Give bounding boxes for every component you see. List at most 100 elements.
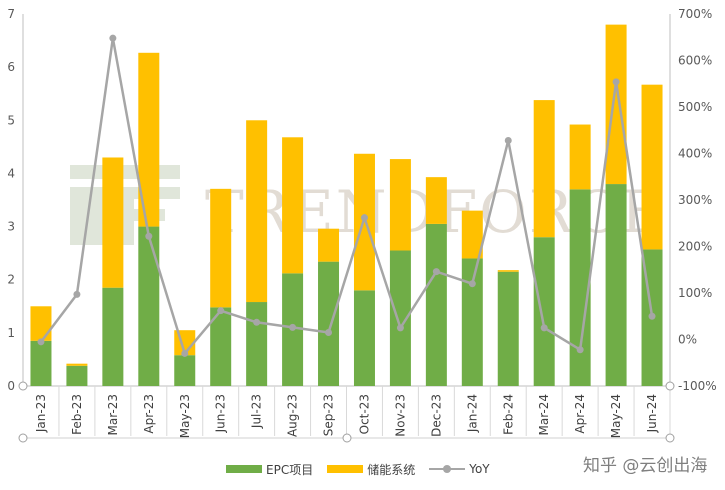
yoy-point (576, 346, 584, 354)
bar-storage (425, 177, 447, 224)
x-tick-label: Apr-23 (142, 394, 156, 434)
bar-epc (66, 365, 88, 386)
yoy-point (540, 324, 548, 332)
yoy-point (253, 318, 261, 326)
bar-epc (174, 355, 196, 386)
y-left-tick-label: 0 (7, 379, 15, 393)
y-left-tick-label: 4 (7, 166, 15, 180)
yoy-line (39, 37, 654, 357)
x-tick-label: Mar-23 (106, 394, 120, 435)
legend-swatch-epc (226, 465, 262, 473)
legend-label-yoy: YoY (469, 462, 490, 476)
bar-storage (138, 52, 160, 227)
x-tick-label: Feb-23 (70, 394, 84, 435)
frame-handle (342, 433, 352, 443)
y-left-tick-label: 1 (7, 326, 15, 340)
legend-label-epc: EPC项目 (266, 462, 314, 477)
frame-handle (665, 433, 675, 443)
bar-epc (461, 258, 483, 386)
bar-storage (461, 210, 483, 259)
bar-storage (497, 270, 519, 272)
bar-storage (246, 120, 268, 303)
yoy-point (648, 312, 656, 320)
x-tick-label: Sep-23 (322, 394, 336, 436)
bar-epc (210, 307, 232, 386)
x-tick-label: Jan-23 (34, 394, 48, 433)
yoy-point (360, 214, 368, 222)
x-tick-label: Apr-24 (573, 394, 587, 434)
bar-storage (102, 157, 124, 288)
yoy-point (145, 232, 153, 240)
bar-storage (30, 306, 52, 341)
bar-storage (389, 159, 411, 251)
frame-handle (18, 433, 28, 443)
frame-handle (665, 381, 675, 391)
yoy-point (396, 324, 404, 332)
y-right-tick-label: 100% (678, 286, 712, 300)
source-credit: 知乎 @云创出海 (583, 456, 708, 476)
yoy-point (432, 268, 440, 276)
y-right-tick-label: 0% (678, 333, 697, 347)
x-tick-label: Nov-23 (393, 394, 407, 437)
x-tick-label: Oct-23 (357, 394, 371, 434)
x-tick-label: Jun-24 (645, 394, 659, 433)
bar-epc (569, 189, 591, 386)
bar-storage (533, 100, 555, 238)
bar-storage (66, 363, 88, 366)
x-tick-label: Jun-23 (214, 394, 228, 433)
x-tick-label: Jul-23 (250, 394, 264, 429)
bar-epc (318, 261, 340, 386)
y-right-tick-label: 200% (678, 240, 712, 254)
legend: EPC项目 储能系统 YoY (226, 459, 490, 479)
yoy-point (109, 34, 117, 42)
bar-storage (282, 137, 304, 274)
yoy-point (468, 280, 476, 288)
bar-epc (353, 290, 375, 386)
y-right-tick-label: -100% (678, 379, 717, 393)
y-left-tick-label: 6 (7, 60, 15, 74)
bar-epc (246, 302, 268, 386)
bar-epc (102, 287, 124, 386)
x-tick-label: May-23 (178, 394, 192, 438)
bar-epc (138, 226, 160, 386)
yoy-point (37, 338, 45, 346)
bar-epc (533, 237, 555, 386)
y-left-tick-label: 5 (7, 113, 15, 127)
x-tick-label: Feb-24 (501, 394, 515, 435)
legend-item-yoy: YoY (429, 462, 490, 476)
bar-epc (605, 184, 627, 386)
x-tick-label: May-24 (609, 394, 623, 438)
bar-storage (641, 84, 663, 250)
x-tick-label: Jan-24 (465, 394, 479, 433)
y-left-tick-label: 2 (7, 273, 15, 287)
y-left-tick-label: 7 (7, 7, 15, 21)
yoy-point (504, 136, 512, 144)
bar-epc (497, 271, 519, 386)
y-left-tick-label: 3 (7, 220, 15, 234)
x-tick-label: Mar-24 (537, 394, 551, 435)
x-tick-label: Dec-23 (429, 394, 443, 437)
x-tick-label: Aug-23 (286, 394, 300, 437)
y-right-tick-label: 700% (678, 7, 712, 21)
bar-storage (210, 188, 232, 308)
yoy-point (325, 329, 333, 337)
bar-epc (30, 340, 52, 386)
yoy-point (217, 307, 225, 315)
legend-swatch-yoy (429, 464, 466, 474)
bar-epc (389, 250, 411, 386)
y-right-tick-label: 400% (678, 147, 712, 161)
bar-storage (318, 228, 340, 262)
yoy-point (73, 290, 81, 298)
y-right-tick-label: 300% (678, 193, 712, 207)
bar-epc (425, 223, 447, 386)
y-right-tick-label: 600% (678, 54, 712, 68)
legend-label-storage: 储能系统 (367, 462, 416, 477)
bar-storage (569, 124, 591, 190)
yoy-point (289, 323, 297, 331)
yoy-point (612, 78, 620, 86)
frame-handle (18, 381, 28, 391)
legend-item-epc: EPC项目 (226, 461, 313, 478)
bar-storage (605, 24, 627, 185)
y-right-tick-label: 500% (678, 100, 712, 114)
